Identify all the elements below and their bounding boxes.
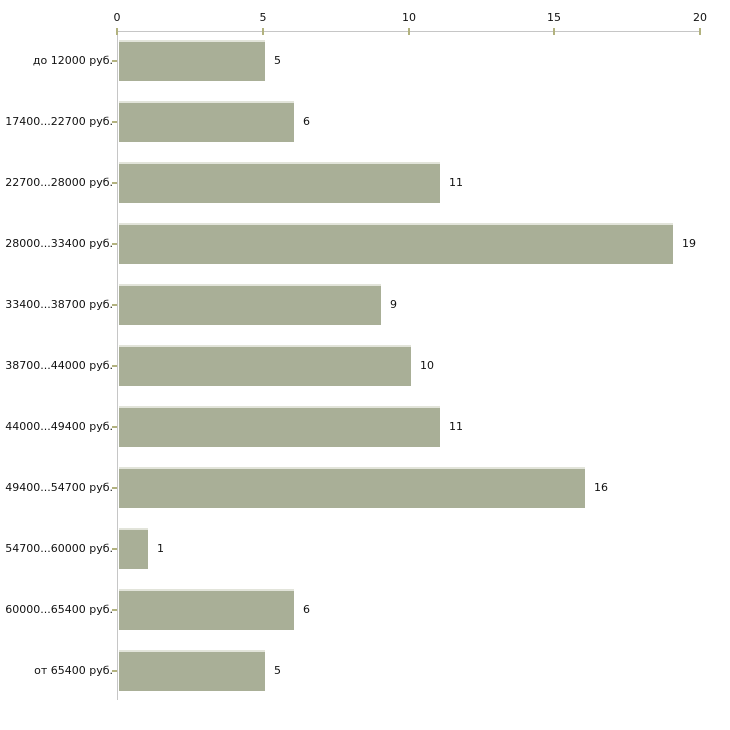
bar-value-label: 11 bbox=[449, 420, 463, 433]
bar-value-label: 5 bbox=[274, 664, 281, 677]
category-label: 49400...54700 руб. bbox=[5, 481, 113, 494]
bar bbox=[119, 406, 440, 447]
x-axis-tick-mark bbox=[408, 28, 410, 35]
bar-value-label: 6 bbox=[303, 115, 310, 128]
category-tick-mark bbox=[112, 365, 117, 367]
bar bbox=[119, 162, 440, 203]
category-label: 60000...65400 руб. bbox=[5, 603, 113, 616]
bar-value-label: 11 bbox=[449, 176, 463, 189]
x-axis-tick-mark bbox=[553, 28, 555, 35]
bar-value-label: 5 bbox=[274, 54, 281, 67]
category-tick-mark bbox=[112, 487, 117, 489]
category-label: 33400...38700 руб. bbox=[5, 298, 113, 311]
category-tick-mark bbox=[112, 670, 117, 672]
category-label: 17400...22700 руб. bbox=[5, 115, 113, 128]
category-label: 44000...49400 руб. bbox=[5, 420, 113, 433]
category-tick-mark bbox=[112, 548, 117, 550]
y-axis-line bbox=[117, 31, 118, 700]
bar bbox=[119, 223, 673, 264]
bar-value-label: 1 bbox=[157, 542, 164, 555]
bar bbox=[119, 40, 265, 81]
x-axis-tick-mark bbox=[699, 28, 701, 35]
bar bbox=[119, 284, 381, 325]
x-axis-tick-mark bbox=[116, 28, 118, 35]
x-axis-tick-mark bbox=[262, 28, 264, 35]
bar-value-label: 19 bbox=[682, 237, 696, 250]
bar bbox=[119, 467, 585, 508]
x-axis-tick-label: 5 bbox=[259, 11, 267, 24]
category-tick-mark bbox=[112, 182, 117, 184]
x-axis-tick-label: 20 bbox=[693, 11, 707, 24]
category-label: до 12000 руб. bbox=[32, 54, 113, 67]
category-label: 38700...44000 руб. bbox=[5, 359, 113, 372]
category-label: 22700...28000 руб. bbox=[5, 176, 113, 189]
bar bbox=[119, 345, 411, 386]
bar-value-label: 9 bbox=[390, 298, 397, 311]
x-axis-tick-label: 15 bbox=[547, 11, 561, 24]
bar-value-label: 10 bbox=[420, 359, 434, 372]
category-tick-mark bbox=[112, 60, 117, 62]
category-label: 54700...60000 руб. bbox=[5, 542, 113, 555]
category-tick-mark bbox=[112, 609, 117, 611]
bar bbox=[119, 528, 148, 569]
bar bbox=[119, 589, 294, 630]
bar bbox=[119, 650, 265, 691]
x-axis-tick-label: 0 bbox=[113, 11, 121, 24]
x-axis-tick-label: 10 bbox=[402, 11, 416, 24]
category-label: от 65400 руб. bbox=[34, 664, 113, 677]
category-tick-mark bbox=[112, 243, 117, 245]
category-tick-mark bbox=[112, 121, 117, 123]
bar bbox=[119, 101, 294, 142]
category-label: 28000...33400 руб. bbox=[5, 237, 113, 250]
bar-value-label: 16 bbox=[594, 481, 608, 494]
category-tick-mark bbox=[112, 426, 117, 428]
bar-value-label: 6 bbox=[303, 603, 310, 616]
category-tick-mark bbox=[112, 304, 117, 306]
